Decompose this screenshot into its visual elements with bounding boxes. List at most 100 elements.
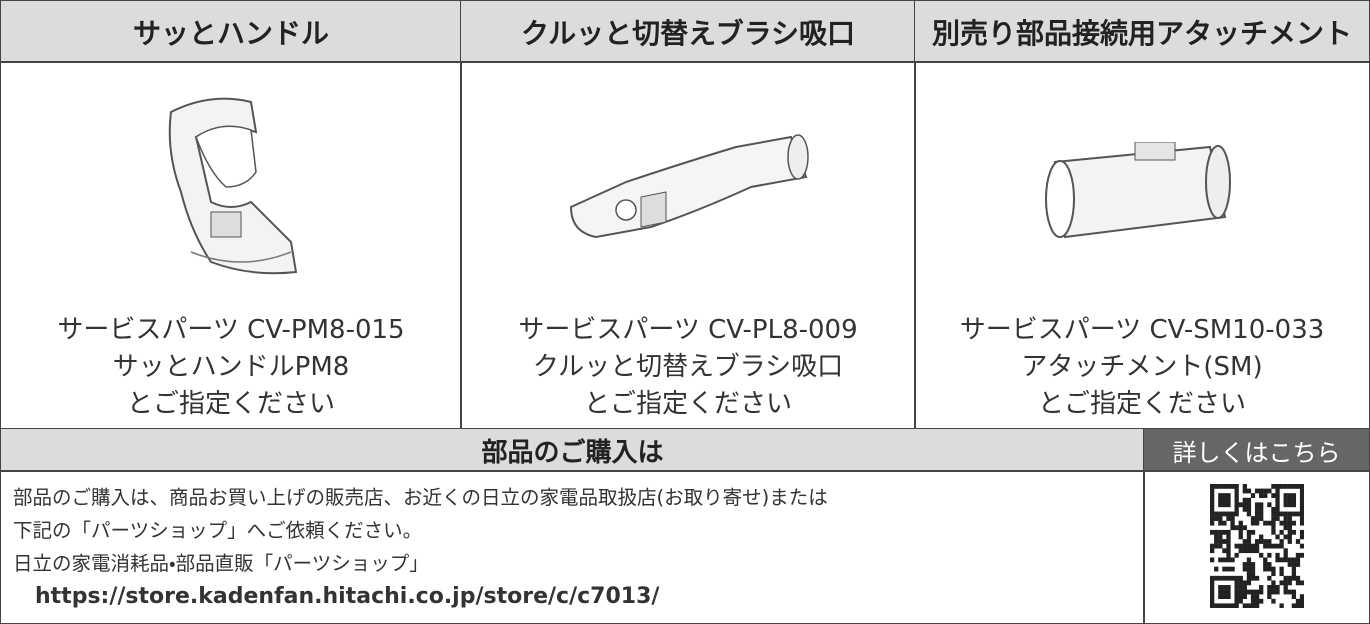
qr-module (1291, 562, 1297, 567)
qr-module (1226, 539, 1231, 544)
qr-module (1279, 603, 1284, 608)
qr-module (1246, 529, 1252, 535)
qr-module (1283, 516, 1288, 521)
qr-module (1210, 493, 1215, 498)
qr-module (1210, 575, 1215, 581)
qr-module (1214, 543, 1219, 549)
qr-module (1283, 525, 1288, 531)
qr-module (1242, 525, 1247, 531)
qr-module (1275, 534, 1280, 540)
qr-module (1246, 539, 1252, 544)
qr-module (1263, 566, 1268, 572)
qr-code[interactable] (1210, 484, 1304, 608)
qr-module (1295, 539, 1301, 544)
text-line: 部品のご購入は、商品お買い上げの販売店、お近くの日立の家電品取扱店(お取り寄せ)… (13, 486, 828, 509)
qr-module (1214, 534, 1219, 540)
qr-module (1295, 580, 1301, 586)
qr-module (1267, 543, 1272, 549)
handle-image (168, 97, 298, 275)
qr-module (1226, 502, 1231, 508)
qr-module (1271, 571, 1276, 577)
qr-module (1267, 520, 1272, 526)
qr-module (1259, 488, 1264, 494)
qr-module (1275, 557, 1280, 563)
column-header: サッとハンドル (0, 0, 462, 63)
qr-module (1275, 502, 1280, 508)
qr-module (1218, 502, 1223, 508)
qr-module (1210, 497, 1215, 503)
qr-module (1234, 575, 1239, 581)
qr-module (1242, 543, 1247, 549)
qr-module (1299, 497, 1304, 503)
product-cell: サービスパーツ CV-PM8-015 サッとハンドルPM8 とご指定ください (0, 61, 462, 430)
qr-module (1254, 543, 1260, 549)
qr-module (1210, 502, 1215, 508)
qr-module (1295, 603, 1301, 608)
qr-module (1263, 539, 1268, 544)
qr-module (1242, 488, 1247, 494)
qr-module (1234, 552, 1239, 558)
qr-module (1254, 589, 1260, 595)
qr-module (1230, 525, 1235, 531)
qr-module (1234, 488, 1239, 494)
qr-module (1259, 516, 1264, 521)
qr-module (1267, 539, 1272, 544)
purchase-text: 部品のご購入は、商品お買い上げの販売店、お近くの日立の家電品取扱店(お取り寄せ)… (13, 481, 828, 613)
qr-module (1246, 497, 1252, 503)
qr-module (1287, 562, 1292, 567)
qr-module (1250, 594, 1256, 600)
qr-module (1291, 484, 1297, 489)
qr-module (1287, 484, 1292, 489)
qr-module (1299, 488, 1304, 494)
qr-module (1242, 497, 1247, 503)
qr-module (1222, 589, 1227, 595)
qr-module (1210, 603, 1215, 608)
qr-module (1222, 557, 1227, 563)
nozzle-image (569, 134, 809, 239)
caption-line: サービスパーツ CV-PL8-009 (518, 315, 858, 345)
qr-module (1218, 534, 1223, 540)
qr-module (1238, 589, 1243, 595)
qr-module (1299, 598, 1304, 604)
shop-url[interactable]: https://store.kadenfan.hitachi.co.jp/sto… (35, 584, 660, 609)
qr-module (1250, 575, 1256, 581)
qr-module (1283, 575, 1288, 581)
qr-module (1287, 511, 1292, 517)
qr-module (1267, 552, 1272, 558)
qr-module (1226, 543, 1231, 549)
qr-module (1242, 589, 1247, 595)
qr-module (1291, 594, 1297, 600)
qr-module (1210, 543, 1215, 549)
qr-module (1254, 598, 1260, 604)
qr-module (1279, 566, 1284, 572)
qr-module (1263, 543, 1268, 549)
qr-module (1246, 488, 1252, 494)
qr-module (1295, 562, 1301, 567)
qr-module (1226, 594, 1231, 600)
qr-module (1271, 598, 1276, 604)
qr-module (1283, 580, 1288, 586)
qr-module (1226, 585, 1231, 590)
qr-module (1275, 511, 1280, 517)
qr-module (1254, 516, 1260, 521)
qr-module (1210, 598, 1215, 604)
qr-module (1275, 506, 1280, 512)
qr-module (1226, 534, 1231, 540)
qr-module (1210, 589, 1215, 595)
qr-module (1226, 511, 1231, 517)
qr-module (1222, 511, 1227, 517)
qr-module (1271, 543, 1276, 549)
qr-module (1279, 580, 1284, 586)
qr-module (1263, 562, 1268, 567)
qr-module (1234, 502, 1239, 508)
qr-module (1250, 603, 1256, 608)
qr-module (1242, 594, 1247, 600)
qr-module (1218, 511, 1223, 517)
qr-module (1246, 562, 1252, 567)
qr-module (1226, 516, 1231, 521)
qr-module (1275, 493, 1280, 498)
qr-module (1259, 534, 1264, 540)
qr-module (1299, 502, 1304, 508)
qr-module (1222, 585, 1227, 590)
qr-module (1218, 557, 1223, 563)
